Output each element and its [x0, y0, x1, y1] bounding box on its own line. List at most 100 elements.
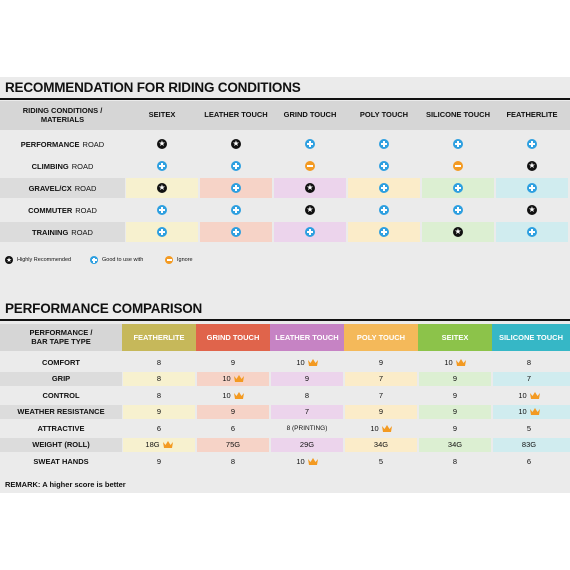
score-cell: 8 [418, 453, 492, 469]
good-to-use-icon [453, 205, 463, 215]
crown-icon [307, 457, 318, 465]
good-to-use-icon [379, 205, 389, 215]
score-value: 9 [304, 374, 310, 383]
section2-col-header: LEATHER TOUCH [270, 324, 344, 351]
good-to-use-icon [305, 227, 315, 237]
section2-col-header: SILICONE TOUCH [492, 324, 570, 351]
crown-icon [162, 441, 173, 448]
good-to-use-icon [379, 161, 389, 171]
score-cell: 8 [492, 354, 566, 370]
row-label-band [0, 178, 125, 198]
cell-band [123, 404, 195, 419]
section2-row: ATTRACTIVE 6 6 8 (PRINTING) 10 9 5 [0, 420, 570, 436]
good-to-use-icon [527, 139, 537, 149]
section2-title: PERFORMANCE COMPARISON [5, 301, 203, 316]
cell-band [271, 437, 343, 452]
section1-header-row [0, 101, 570, 130]
section2-row: SWEAT HANDS 9 8 10 5 8 6 [0, 453, 570, 469]
section2-row-label: ATTRACTIVE [37, 423, 85, 433]
score-value: 8 [230, 456, 236, 466]
good-to-use-icon [157, 205, 167, 215]
section1-row-label: GRAVEL/CX ROAD [0, 178, 125, 198]
content-panel [0, 77, 570, 493]
highly-recommended-icon: ★ [157, 183, 167, 193]
score-value: 8 [452, 456, 458, 466]
section1-col-header: SILICONE TOUCH [425, 110, 491, 120]
cell-band [197, 404, 269, 419]
cell-band [271, 404, 343, 419]
score-cell: 10 [196, 387, 270, 403]
score-cell: 83G [492, 437, 566, 453]
section1-row-label: CLIMBING ROAD [0, 156, 125, 176]
legend-item: ★ Highly Recommended [5, 256, 71, 264]
section1-row-label: COMMUTER ROAD [0, 200, 125, 220]
score-value: 9 [156, 456, 162, 466]
score-cell: 9 [122, 453, 196, 469]
section2-col-header: SEITEX [418, 324, 492, 351]
section2-row-label: WEIGHT (ROLL) [32, 440, 90, 449]
cell-band [419, 371, 491, 386]
score-cell: 5 [492, 420, 566, 436]
score-value: 34G [447, 440, 463, 449]
section1-row-label: TRAINING ROAD [0, 222, 125, 242]
score-value: 6 [156, 423, 162, 433]
score-cell: 7 [270, 404, 344, 420]
ignore-icon [305, 161, 315, 171]
good-to-use-icon [527, 227, 537, 237]
good-to-use-icon [453, 183, 463, 193]
score-cell: 75G [196, 437, 270, 453]
crown-icon [529, 391, 540, 399]
good-to-use-icon [90, 256, 98, 264]
score-value: 9 [452, 390, 458, 400]
score-value: 8 [526, 357, 532, 367]
row-label-rest: ROAD [71, 227, 93, 237]
legend-item: Ignore [165, 256, 193, 264]
score-value: 83G [521, 440, 537, 449]
score-cell: 7 [344, 371, 418, 387]
score-value: 7 [378, 374, 384, 383]
row-label-bold: COMMUTER [28, 205, 73, 215]
remark-text: REMARK: A higher score is better [5, 480, 126, 489]
score-cell: 5 [344, 453, 418, 469]
section2-row: CONTROL 8 10 8 7 9 10 [0, 387, 570, 403]
score-cell: 10 [492, 404, 566, 420]
cell-band [197, 437, 269, 452]
score-value: 34G [373, 440, 389, 449]
crown-icon [455, 358, 466, 366]
score-value: 9 [378, 357, 384, 367]
section1-title: RECOMMENDATION FOR RIDING CONDITIONS [5, 80, 301, 95]
good-to-use-icon [231, 161, 241, 171]
cell-band [271, 371, 343, 386]
score-value: 7 [304, 407, 310, 416]
section1-row: CLIMBING ROAD ★ [0, 156, 570, 176]
row-label-band [0, 437, 122, 452]
score-value: 9 [378, 407, 384, 416]
score-value: 9 [230, 407, 236, 416]
row-label-band [0, 222, 125, 242]
score-cell: 18G [122, 437, 196, 453]
section2-col-header: GRIND TOUCH [196, 324, 270, 351]
highly-recommended-icon: ★ [231, 139, 241, 149]
highly-recommended-icon: ★ [305, 205, 315, 215]
section2-row: WEIGHT (ROLL) 18G 75G 29G 34G 34G 83G [0, 437, 570, 453]
section1-col-header: GRIND TOUCH [283, 110, 337, 120]
score-cell: 8 [196, 453, 270, 469]
score-value: 8 [156, 374, 162, 383]
good-to-use-icon [527, 183, 537, 193]
section2-corner-line1: PERFORMANCE / [29, 327, 93, 337]
cell-band [123, 371, 195, 386]
score-cell: 6 [122, 420, 196, 436]
score-value: 10 [518, 407, 527, 416]
cell-band [123, 437, 195, 452]
score-value: 75G [225, 440, 241, 449]
section2-col-header: POLY TOUCH [344, 324, 418, 351]
score-value: 8 [156, 390, 162, 400]
row-label-rest: ROAD [82, 139, 105, 149]
section1-row: COMMUTER ROAD ★ ★ [0, 200, 570, 220]
row-label-band [0, 371, 122, 386]
score-value: 10 [444, 357, 453, 367]
score-cell: 10 [196, 371, 270, 387]
score-value: 10 [370, 423, 379, 433]
good-to-use-icon [231, 227, 241, 237]
score-cell: 9 [122, 404, 196, 420]
